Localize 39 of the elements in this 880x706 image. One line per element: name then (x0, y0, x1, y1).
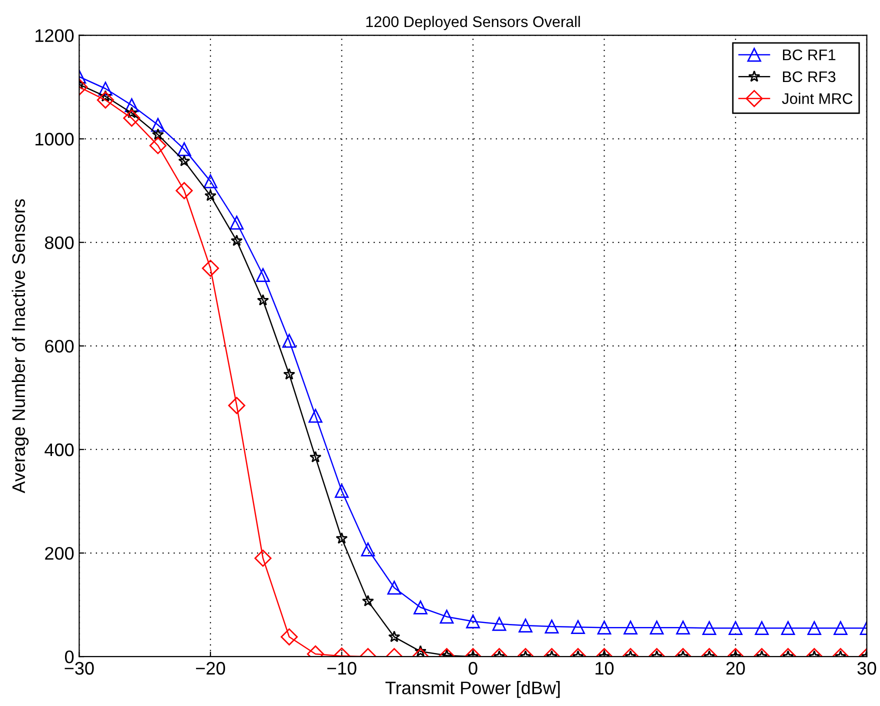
point (256, 268, 270, 282)
y-tick-label: 400 (44, 443, 74, 456)
x-tick-label: 10 (596, 662, 614, 675)
legend-label: BC RF3 (782, 71, 836, 82)
x-tick-label: 30 (857, 662, 876, 675)
x-tick-label: −20 (196, 662, 226, 675)
x-axis-title: Transmit Power [dBw] (385, 681, 560, 698)
y-tick-label: 600 (45, 340, 74, 353)
point (152, 128, 164, 140)
point (176, 182, 193, 200)
x-tick-label: −30 (64, 662, 94, 675)
point (283, 368, 296, 380)
y-tick-label: 800 (45, 236, 74, 250)
point (151, 118, 165, 132)
point (282, 334, 296, 348)
point (202, 260, 220, 277)
y-tick-label: 1000 (36, 132, 74, 146)
point (204, 190, 216, 201)
chart-title: 1200 Deployed Sensors Overall (366, 16, 580, 30)
y-tick-label: 200 (45, 546, 74, 560)
x-tick-label: 0 (468, 662, 478, 675)
point (177, 142, 192, 156)
point (98, 82, 112, 96)
point (230, 216, 244, 230)
legend-label: Joint MRC (782, 92, 852, 104)
x-tick-label: 20 (726, 662, 745, 675)
x-tick-label: −10 (327, 662, 356, 675)
point (149, 137, 167, 154)
point (178, 154, 190, 166)
y-tick-label: 0 (65, 650, 74, 664)
y-axis-title: Average Number of Inactive Sensors (12, 199, 29, 494)
point (256, 294, 269, 306)
point (123, 110, 140, 127)
y-tick-label: 1200 (36, 29, 74, 42)
point (230, 234, 243, 246)
legend-label: BC RF1 (782, 49, 836, 60)
point (124, 98, 139, 112)
point (96, 91, 114, 109)
point (204, 174, 218, 188)
